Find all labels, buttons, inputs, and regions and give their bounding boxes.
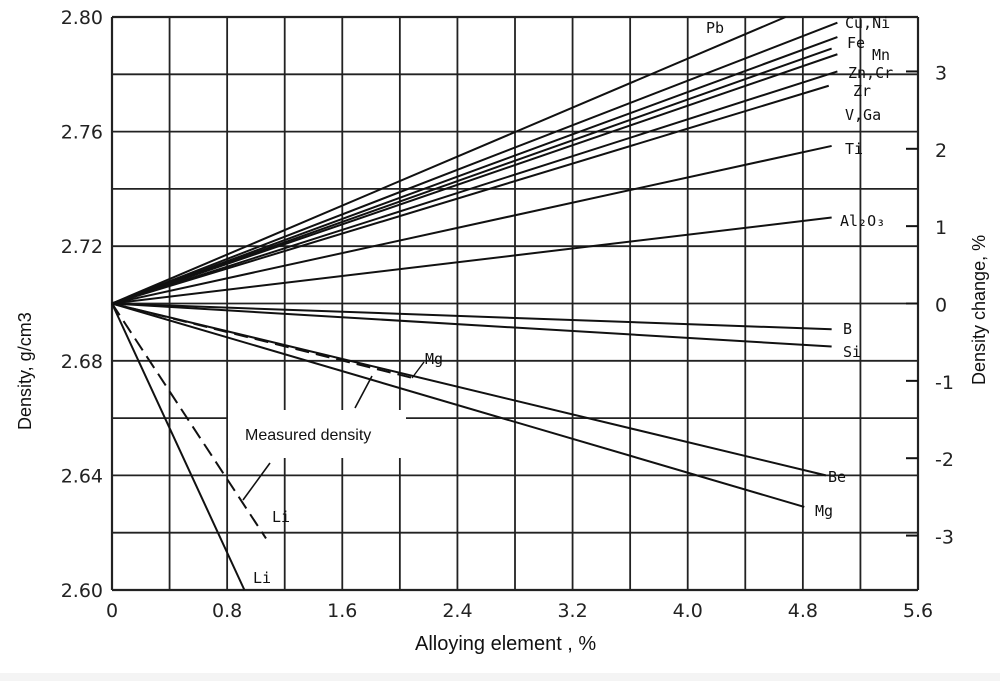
series-line-ti <box>111 144 832 305</box>
annotation-leader-li <box>242 462 271 501</box>
series-label: Be <box>828 468 846 486</box>
series-line-si <box>111 302 832 348</box>
ticks: 0 0.8 1.6 2.4 3.2 4.0 4.8 5.6 2.60 2.64 2.68 2.72 2.… <box>61 7 954 622</box>
annotation-leader-mg <box>354 375 373 409</box>
series-label: Mg <box>425 350 443 368</box>
series-line-be <box>111 302 827 477</box>
x-tick-label: 1.6 <box>327 600 357 622</box>
series-label: Zr <box>853 82 871 100</box>
series-label: Li <box>253 569 271 587</box>
series-line-pb <box>111 16 786 305</box>
series-label: Mn <box>872 46 890 64</box>
series-line-zr <box>111 70 838 305</box>
y-tick-label: 2.60 <box>61 580 103 602</box>
y2-tick-label: -1 <box>935 372 954 394</box>
grid <box>110 15 920 592</box>
series-line-b <box>111 302 832 331</box>
y-tick-label: 2.68 <box>61 351 103 373</box>
series-label: Li <box>272 508 290 526</box>
series-label: B <box>843 320 852 338</box>
series-label: Fe <box>847 34 865 52</box>
series-line-mg <box>111 302 414 379</box>
series-line-mg <box>111 302 805 508</box>
y-tick-label: 2.76 <box>61 122 103 144</box>
series-line-zn-cr <box>111 53 838 305</box>
x-tick-label: 0 <box>106 600 118 622</box>
series-line-li <box>111 302 267 539</box>
y-tick-label: 2.72 <box>61 236 103 258</box>
x-tick-label: 5.6 <box>903 600 933 622</box>
y-tick-label: 2.64 <box>61 465 103 487</box>
series-label: Cu,Ni <box>845 14 890 32</box>
series-line-al2o3 <box>111 216 832 305</box>
series-label: Ti <box>845 140 863 158</box>
series-label: V,Ga <box>845 106 881 124</box>
series-line-li <box>111 303 246 591</box>
series-label: Mg <box>815 502 833 520</box>
series-line-cu-ni <box>111 21 838 305</box>
series-label: Pb <box>706 19 724 37</box>
x-tick-label: 4.8 <box>788 600 818 622</box>
y-tick-label: 2.80 <box>61 7 103 29</box>
annotation-measured-density: Measured density <box>245 427 371 444</box>
annotation-box <box>228 410 406 458</box>
y2-tick-label: -3 <box>935 527 954 549</box>
leader-mg-dashed <box>411 361 425 379</box>
y-axis-label: Density, g/cm3 <box>15 312 35 430</box>
y2-tick-label: 2 <box>935 140 947 162</box>
y2-tick-label: 0 <box>935 295 947 317</box>
y2-tick-label: 3 <box>935 62 947 84</box>
series-line-mn <box>111 47 832 305</box>
bottom-strip <box>0 673 1000 681</box>
x-tick-label: 0.8 <box>212 600 242 622</box>
x-tick-label: 4.0 <box>673 600 703 622</box>
series-lines <box>111 16 838 591</box>
series-label: Al₂O₃ <box>840 212 885 230</box>
y2-tick-label: 1 <box>935 217 947 239</box>
series-label: Si <box>843 343 861 361</box>
x-tick-label: 2.4 <box>442 600 472 622</box>
series-label: Zn,Cr <box>848 64 893 82</box>
series-line-v-ga <box>111 84 830 305</box>
y2-axis-label: Density change, % <box>969 235 989 385</box>
x-axis-label: Alloying element , % <box>415 633 596 655</box>
series-line-fe <box>111 36 838 305</box>
x-tick-label: 3.2 <box>557 600 587 622</box>
y2-tick-label: -2 <box>935 449 954 471</box>
